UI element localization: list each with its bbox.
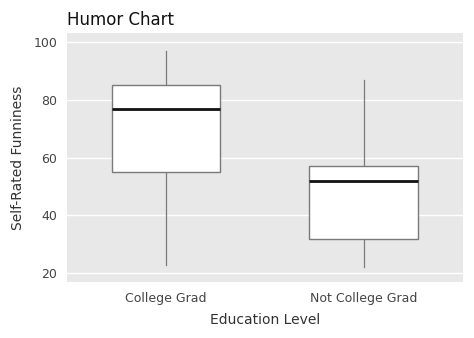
Bar xyxy=(310,166,419,239)
Bar xyxy=(111,86,220,172)
X-axis label: Education Level: Education Level xyxy=(210,313,320,327)
Y-axis label: Self-Rated Funniness: Self-Rated Funniness xyxy=(11,86,25,230)
Text: Humor Chart: Humor Chart xyxy=(67,11,174,29)
